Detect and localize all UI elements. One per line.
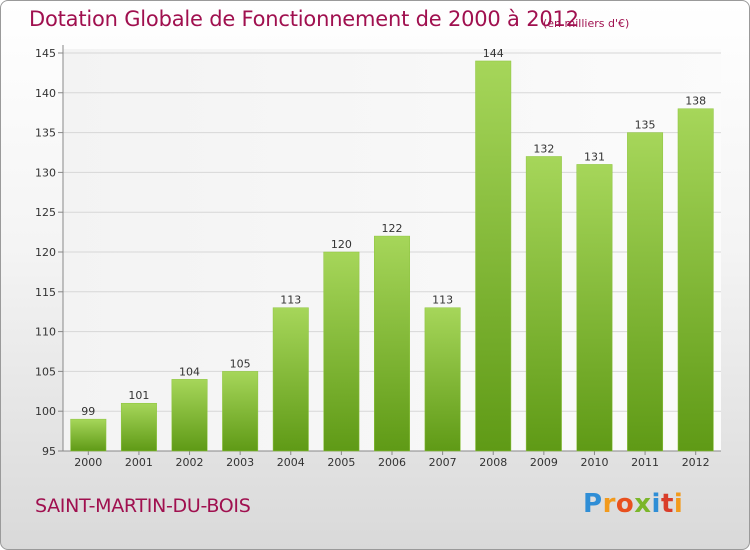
y-tick-label: 95 (42, 445, 56, 458)
labels: 95 100 105 110 115 120 125 130 135 140 145 99 2000 10… (35, 47, 710, 469)
bar-2011 (627, 132, 664, 452)
bar-2001 (120, 402, 157, 452)
data-label-2004: 113 (280, 294, 301, 307)
bar-2003 (222, 371, 259, 452)
proxiti-logo: Proxiti (583, 489, 684, 519)
y-tick-label: 135 (35, 127, 56, 140)
x-tick-label-2002: 2002 (176, 456, 204, 469)
bar-2012 (677, 108, 714, 452)
y-tick-label: 115 (35, 286, 56, 299)
bar-2008 (475, 60, 512, 452)
x-tick-label-2009: 2009 (530, 456, 558, 469)
data-label-2010: 131 (584, 150, 605, 163)
bar-2004 (272, 307, 309, 452)
x-tick-label-2008: 2008 (479, 456, 507, 469)
y-tick-label: 140 (35, 87, 56, 100)
bar-2000 (70, 418, 107, 452)
bar-2010 (576, 164, 613, 452)
bar-2005 (323, 251, 360, 452)
x-tick-label-2012: 2012 (682, 456, 710, 469)
x-tick-label-2007: 2007 (429, 456, 457, 469)
y-tick-label: 120 (35, 246, 56, 259)
x-tick-label-2010: 2010 (580, 456, 608, 469)
data-label-2005: 120 (331, 238, 352, 251)
y-tick-label: 110 (35, 326, 56, 339)
data-label-2012: 138 (685, 95, 706, 108)
x-tick-label-2005: 2005 (327, 456, 355, 469)
bar-2006 (374, 235, 410, 452)
data-label-2007: 113 (432, 294, 453, 307)
data-label-2006: 122 (382, 222, 403, 235)
x-tick-label-2011: 2011 (631, 456, 659, 469)
chart-title: Dotation Globale de Fonctionnement de 20… (29, 7, 579, 31)
x-tick-label-2000: 2000 (74, 456, 102, 469)
y-tick-label: 105 (35, 365, 56, 378)
chart-unit: (en milliers d'€) (543, 17, 630, 30)
x-tick-label-2004: 2004 (277, 456, 305, 469)
data-label-2001: 101 (128, 389, 149, 402)
x-tick-label-2006: 2006 (378, 456, 406, 469)
bar-2007 (424, 307, 461, 452)
y-tick-label: 145 (35, 47, 56, 60)
y-tick-label: 125 (35, 206, 56, 219)
bar-2002 (171, 379, 208, 452)
data-label-2011: 135 (635, 119, 656, 132)
y-tick-label: 100 (35, 405, 56, 418)
data-label-2009: 132 (533, 142, 554, 155)
data-label-2002: 104 (179, 365, 200, 378)
bar-2009 (525, 156, 562, 452)
data-label-2008: 144 (483, 47, 504, 60)
x-tick-label-2003: 2003 (226, 456, 254, 469)
data-label-2000: 99 (81, 405, 95, 418)
x-tick-label-2001: 2001 (125, 456, 153, 469)
y-tick-label: 130 (35, 166, 56, 179)
commune-name: SAINT-MARTIN-DU-BOIS (35, 495, 251, 517)
bars (70, 60, 714, 452)
data-label-2003: 105 (230, 357, 251, 370)
